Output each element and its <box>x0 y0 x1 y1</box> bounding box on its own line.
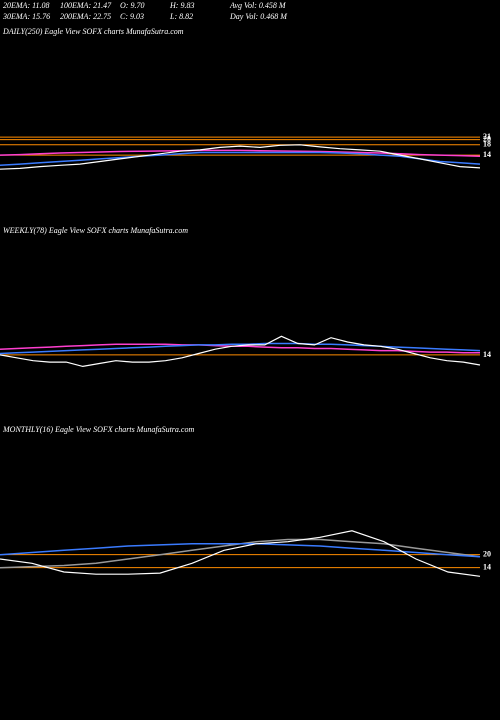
header-stat: Avg Vol: 0.458 M <box>229 1 287 10</box>
panel-title: DAILY(250) Eagle View SOFX charts Munafa… <box>2 27 184 36</box>
panel-title: MONTHLY(16) Eagle View SOFX charts Munaf… <box>2 425 194 434</box>
price-line <box>0 530 481 577</box>
header-stat: 20EMA: 11.08 <box>3 1 50 10</box>
price-line <box>0 144 481 170</box>
price-line <box>0 343 480 354</box>
y-tick-label: 14 <box>483 150 491 159</box>
panel-title: WEEKLY(78) Eagle View SOFX charts Munafa… <box>3 226 188 235</box>
price-line <box>0 543 481 558</box>
y-tick-label: 14 <box>483 350 491 359</box>
header-stat: H: 9.83 <box>169 1 194 10</box>
y-tick-label: 20 <box>483 134 491 143</box>
header-stat: 200EMA: 22.75 <box>60 12 111 21</box>
price-line <box>0 149 481 158</box>
header-stat: Day Vol: 0.468 M <box>229 12 288 21</box>
price-line <box>0 335 481 368</box>
header-stat: L: 8.82 <box>169 12 193 21</box>
y-tick-label: 18 <box>483 140 491 149</box>
header-stat: O: 9.70 <box>120 1 144 10</box>
price-line <box>0 342 481 355</box>
y-tick-label: 20 <box>483 549 491 558</box>
header-stat: C: 9.03 <box>120 12 144 21</box>
y-tick-label: 14 <box>483 562 491 571</box>
header-stat: 30EMA: 15.76 <box>2 12 50 21</box>
header-stat: 100EMA: 21.47 <box>60 1 112 10</box>
price-line <box>0 151 481 167</box>
y-tick-label: 21 <box>483 132 491 141</box>
